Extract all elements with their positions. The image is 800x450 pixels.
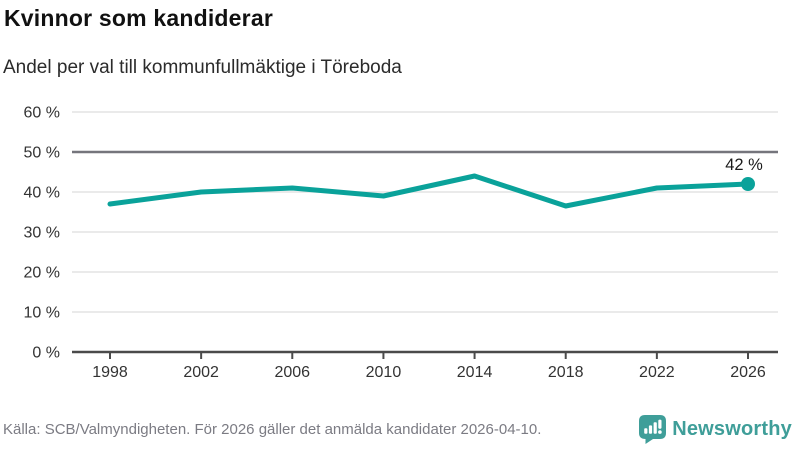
data-line <box>107 173 751 209</box>
y-tick-label: 30 % <box>24 225 60 242</box>
x-tick-label: 1998 <box>92 364 128 381</box>
x-tick-label: 2022 <box>639 364 675 381</box>
y-tick-label: 20 % <box>24 265 60 282</box>
source-note: Källa: SCB/Valmyndigheten. För 2026 gäll… <box>3 421 542 438</box>
x-tick-label: 2018 <box>548 364 584 381</box>
newsworthy-brand-text: Newsworthy <box>672 418 792 440</box>
x-tick-label: 2026 <box>730 364 766 381</box>
chart-subtitle: Andel per val till kommunfullmäktige i T… <box>3 57 402 78</box>
y-tick-label: 50 % <box>24 145 60 162</box>
x-tick-label: 2014 <box>457 364 493 381</box>
chart-title: Kvinnor som kandiderar <box>4 5 273 31</box>
line-chart: 0 % 10 % 20 % 30 % 40 % 50 % 60 % 1998 2002 2006 2… <box>0 95 800 390</box>
y-tick-label: 60 % <box>24 105 60 122</box>
newsworthy-brand: Newsworthy <box>639 415 792 444</box>
end-marker <box>741 177 755 191</box>
footer: Källa: SCB/Valmyndigheten. För 2026 gäll… <box>0 415 800 444</box>
y-tick-label: 40 % <box>24 185 60 202</box>
end-value-label: 42 % <box>725 156 763 174</box>
x-tick-label: 2010 <box>366 364 402 381</box>
x-tick-label: 2006 <box>274 364 310 381</box>
y-tick-label: 0 % <box>32 345 60 362</box>
x-tick-label: 2002 <box>183 364 219 381</box>
y-tick-label: 10 % <box>24 305 60 322</box>
newsworthy-logo-icon <box>639 415 667 444</box>
